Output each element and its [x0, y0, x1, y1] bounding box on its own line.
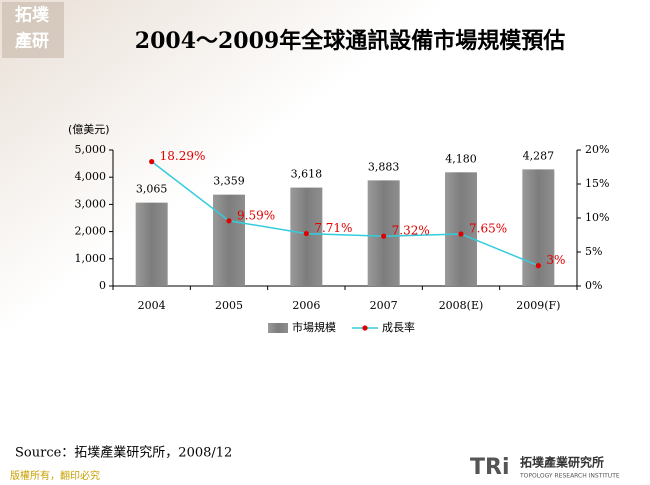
y2-tick-label: 5%: [585, 245, 602, 258]
line-value-label: 9.59%: [237, 208, 275, 222]
bar-value-label: 4,287: [523, 149, 555, 162]
legend-label: 成長率: [382, 320, 415, 334]
y2-tick-label: 0%: [585, 279, 602, 292]
legend-label: 市場規模: [292, 320, 336, 334]
line-value-label: 7.32%: [392, 224, 430, 238]
line-marker: [458, 231, 464, 237]
line-marker: [149, 159, 155, 165]
x-tick-label: 2008(E): [439, 299, 484, 312]
bar-value-label: 3,883: [368, 160, 400, 173]
line-value-label: 7.65%: [469, 221, 507, 235]
bar: [213, 194, 245, 286]
brand-english: TOPOLOGY RESEARCH INSTITUTE: [519, 473, 620, 480]
y-tick-label: 4,000: [75, 170, 107, 183]
bar: [290, 187, 323, 286]
x-tick-label: 2004: [138, 299, 166, 312]
line-value-label: 7.71%: [314, 221, 352, 235]
logo-text: 產研: [15, 31, 49, 52]
brand-name: 拓墣產業研究所: [520, 455, 604, 470]
source: Source：拓墣產業研究所，2008/12: [15, 445, 232, 461]
line-marker: [535, 263, 541, 269]
logo-box: [2, 2, 64, 58]
line-marker: [381, 233, 387, 239]
line-value-label: 3%: [546, 253, 565, 267]
line-marker: [226, 218, 232, 224]
bar: [445, 172, 477, 286]
bar-value-label: 4,180: [445, 152, 477, 165]
bar: [135, 202, 168, 286]
y-tick-label: 5,000: [75, 143, 107, 156]
y-tick-label: 3,000: [75, 197, 107, 210]
x-tick-label: 2009(F): [516, 299, 560, 312]
x-tick-label: 2007: [370, 299, 398, 312]
logo-text: 拓墣: [15, 6, 49, 26]
line-value-label: 18.29%: [160, 149, 206, 163]
line: [151, 161, 539, 267]
chart-title: 2004～2009年全球通訊設備市場規模預估: [135, 28, 565, 54]
y-tick-label: 2,000: [75, 225, 107, 238]
y2-tick-label: 15%: [585, 177, 609, 190]
legend-swatch: [362, 325, 368, 331]
chart: 0 1,000 2,000 3,000 4,000 5,000 0% 5% 10% 15% 20% 2…: [75, 143, 610, 334]
bar-value-label: 3,065: [136, 183, 168, 196]
x-tick-label: 2006: [292, 299, 320, 312]
y-tick-label: 0: [99, 279, 106, 292]
x-tick-label: 2005: [215, 299, 243, 312]
footer-band: [0, 467, 650, 485]
y-axis-label: (億美元): [68, 123, 110, 136]
y2-tick-label: 10%: [585, 211, 609, 224]
bar-value-label: 3,359: [213, 175, 245, 188]
line-marker: [303, 230, 309, 237]
bar: [367, 180, 400, 286]
y-tick-label: 1,000: [75, 252, 107, 265]
legend-swatch: [268, 323, 288, 333]
bar: [522, 169, 555, 286]
footer: 版權所有，翻印必究: [10, 469, 100, 482]
brand-mark: TRi: [470, 455, 510, 480]
bar-value-label: 3,618: [291, 168, 323, 181]
y2-tick-label: 20%: [585, 143, 609, 156]
